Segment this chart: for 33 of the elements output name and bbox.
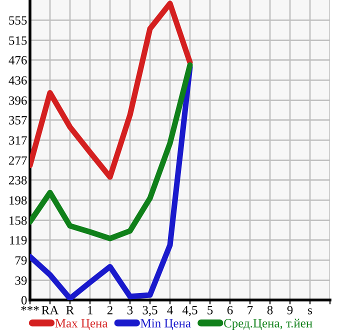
y-tick-label: 515 <box>9 36 27 45</box>
x-tick-label: 8 <box>267 306 273 314</box>
legend-label: Сред.Цена, т.йен <box>224 318 312 330</box>
y-tick-label: 158 <box>10 216 27 225</box>
legend-label: Min Цена <box>140 319 191 330</box>
x-tick-label: 4 <box>167 306 173 314</box>
x-tick-label: s <box>308 308 312 314</box>
y-tick-label: 238 <box>9 176 27 184</box>
y-tick-label: 119 <box>10 236 27 244</box>
x-tick-label: 3,5 <box>142 306 158 316</box>
y-tick-label: 555 <box>9 16 27 25</box>
x-tick-label: RA <box>42 306 59 314</box>
legend-label: Max Цена <box>55 319 108 330</box>
x-tick-label: 6 <box>227 306 233 314</box>
y-tick-label: 277 <box>9 156 27 165</box>
y-tick-label: 357 <box>9 116 27 124</box>
x-tick-label: 3 <box>127 306 133 314</box>
x-tick-label: R <box>66 306 74 314</box>
y-tick-label: 317 <box>9 136 27 145</box>
x-tick-label: 7 <box>248 306 253 314</box>
x-tick-label: 9 <box>287 306 293 314</box>
y-tick-label: 79 <box>16 256 27 265</box>
y-tick-label: 0 <box>21 296 27 304</box>
y-tick-label: 476 <box>8 56 27 64</box>
x-tick-label: 5 <box>208 306 213 314</box>
y-tick-label: 39 <box>15 276 27 285</box>
x-tick-label: 2 <box>107 306 112 314</box>
x-tick-label: *** <box>21 306 39 311</box>
x-tick-label: 1 <box>88 306 92 314</box>
y-tick-label: 396 <box>9 96 27 105</box>
y-tick-label: 198 <box>10 196 27 205</box>
x-tick-label: 4,5 <box>182 306 198 316</box>
y-tick-label: 436 <box>8 76 27 85</box>
